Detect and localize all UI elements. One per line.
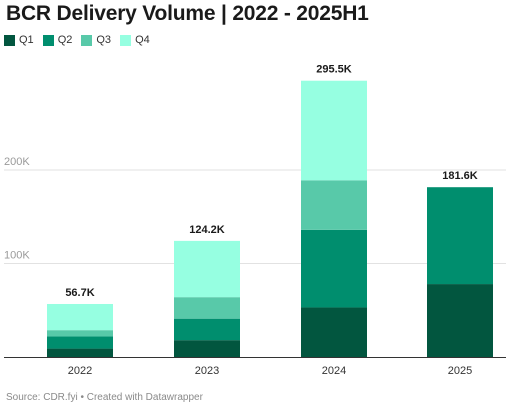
- x-tick-label-2025: 2025: [448, 365, 472, 377]
- bar-segment-2024-q1: [301, 307, 367, 357]
- bar-segment-2022-q3: [47, 330, 113, 337]
- total-label-2022: 56.7K: [65, 287, 94, 299]
- bar-segment-2023-q2: [174, 318, 240, 341]
- legend-item-q1: Q1: [4, 34, 34, 46]
- bar-segment-2022-q2: [47, 336, 113, 349]
- bar-segment-2023-q3: [174, 297, 240, 319]
- legend-label-q2: Q2: [57, 34, 73, 46]
- legend-swatch-q2: [42, 34, 54, 46]
- total-label-2024: 295.5K: [316, 64, 352, 76]
- bar-segment-2024-q2: [301, 229, 367, 308]
- bar-segment-2022-q1: [47, 348, 113, 357]
- legend-swatch-q4: [120, 34, 132, 46]
- legend-item-q3: Q3: [81, 34, 111, 46]
- legend: Q1 Q2 Q3 Q4: [4, 34, 159, 46]
- legend-label-q4: Q4: [135, 34, 150, 46]
- legend-swatch-q1: [4, 34, 15, 46]
- total-label-2023: 124.2K: [189, 224, 225, 236]
- stacked-bar-chart: 100K 200K 56.7K 2022 124.2K 2023 295.5K 2024 181…: [4, 64, 506, 377]
- legend-label-q1: Q1: [19, 34, 34, 46]
- x-tick-label-2024: 2024: [322, 365, 346, 377]
- legend-label-q3: Q3: [96, 34, 112, 46]
- bar-segment-2025-q1: [427, 284, 493, 357]
- chart-title: BCR Delivery Volume | 2022 - 2025H1: [6, 2, 369, 25]
- bar-segment-2024-q3: [301, 180, 367, 230]
- y-tick-label-100k: 100K: [4, 250, 30, 262]
- x-tick-label-2023: 2023: [195, 365, 219, 377]
- legend-swatch-q3: [81, 34, 93, 46]
- y-tick-label-200k: 200K: [4, 156, 30, 168]
- bar-segment-2023-q4: [174, 240, 240, 298]
- bar-segment-2022-q4: [47, 303, 113, 331]
- source-footer: Source: CDR.fyi • Created with Datawrapp…: [6, 392, 203, 403]
- legend-item-q2: Q2: [42, 34, 73, 46]
- total-label-2025: 181.6K: [442, 170, 478, 182]
- bar-segment-2025-q2: [427, 187, 493, 285]
- x-tick-label-2022: 2022: [68, 365, 92, 377]
- bar-segment-2023-q1: [174, 340, 240, 357]
- bar-segment-2024-q4: [301, 80, 367, 181]
- legend-item-q4: Q4: [120, 34, 150, 46]
